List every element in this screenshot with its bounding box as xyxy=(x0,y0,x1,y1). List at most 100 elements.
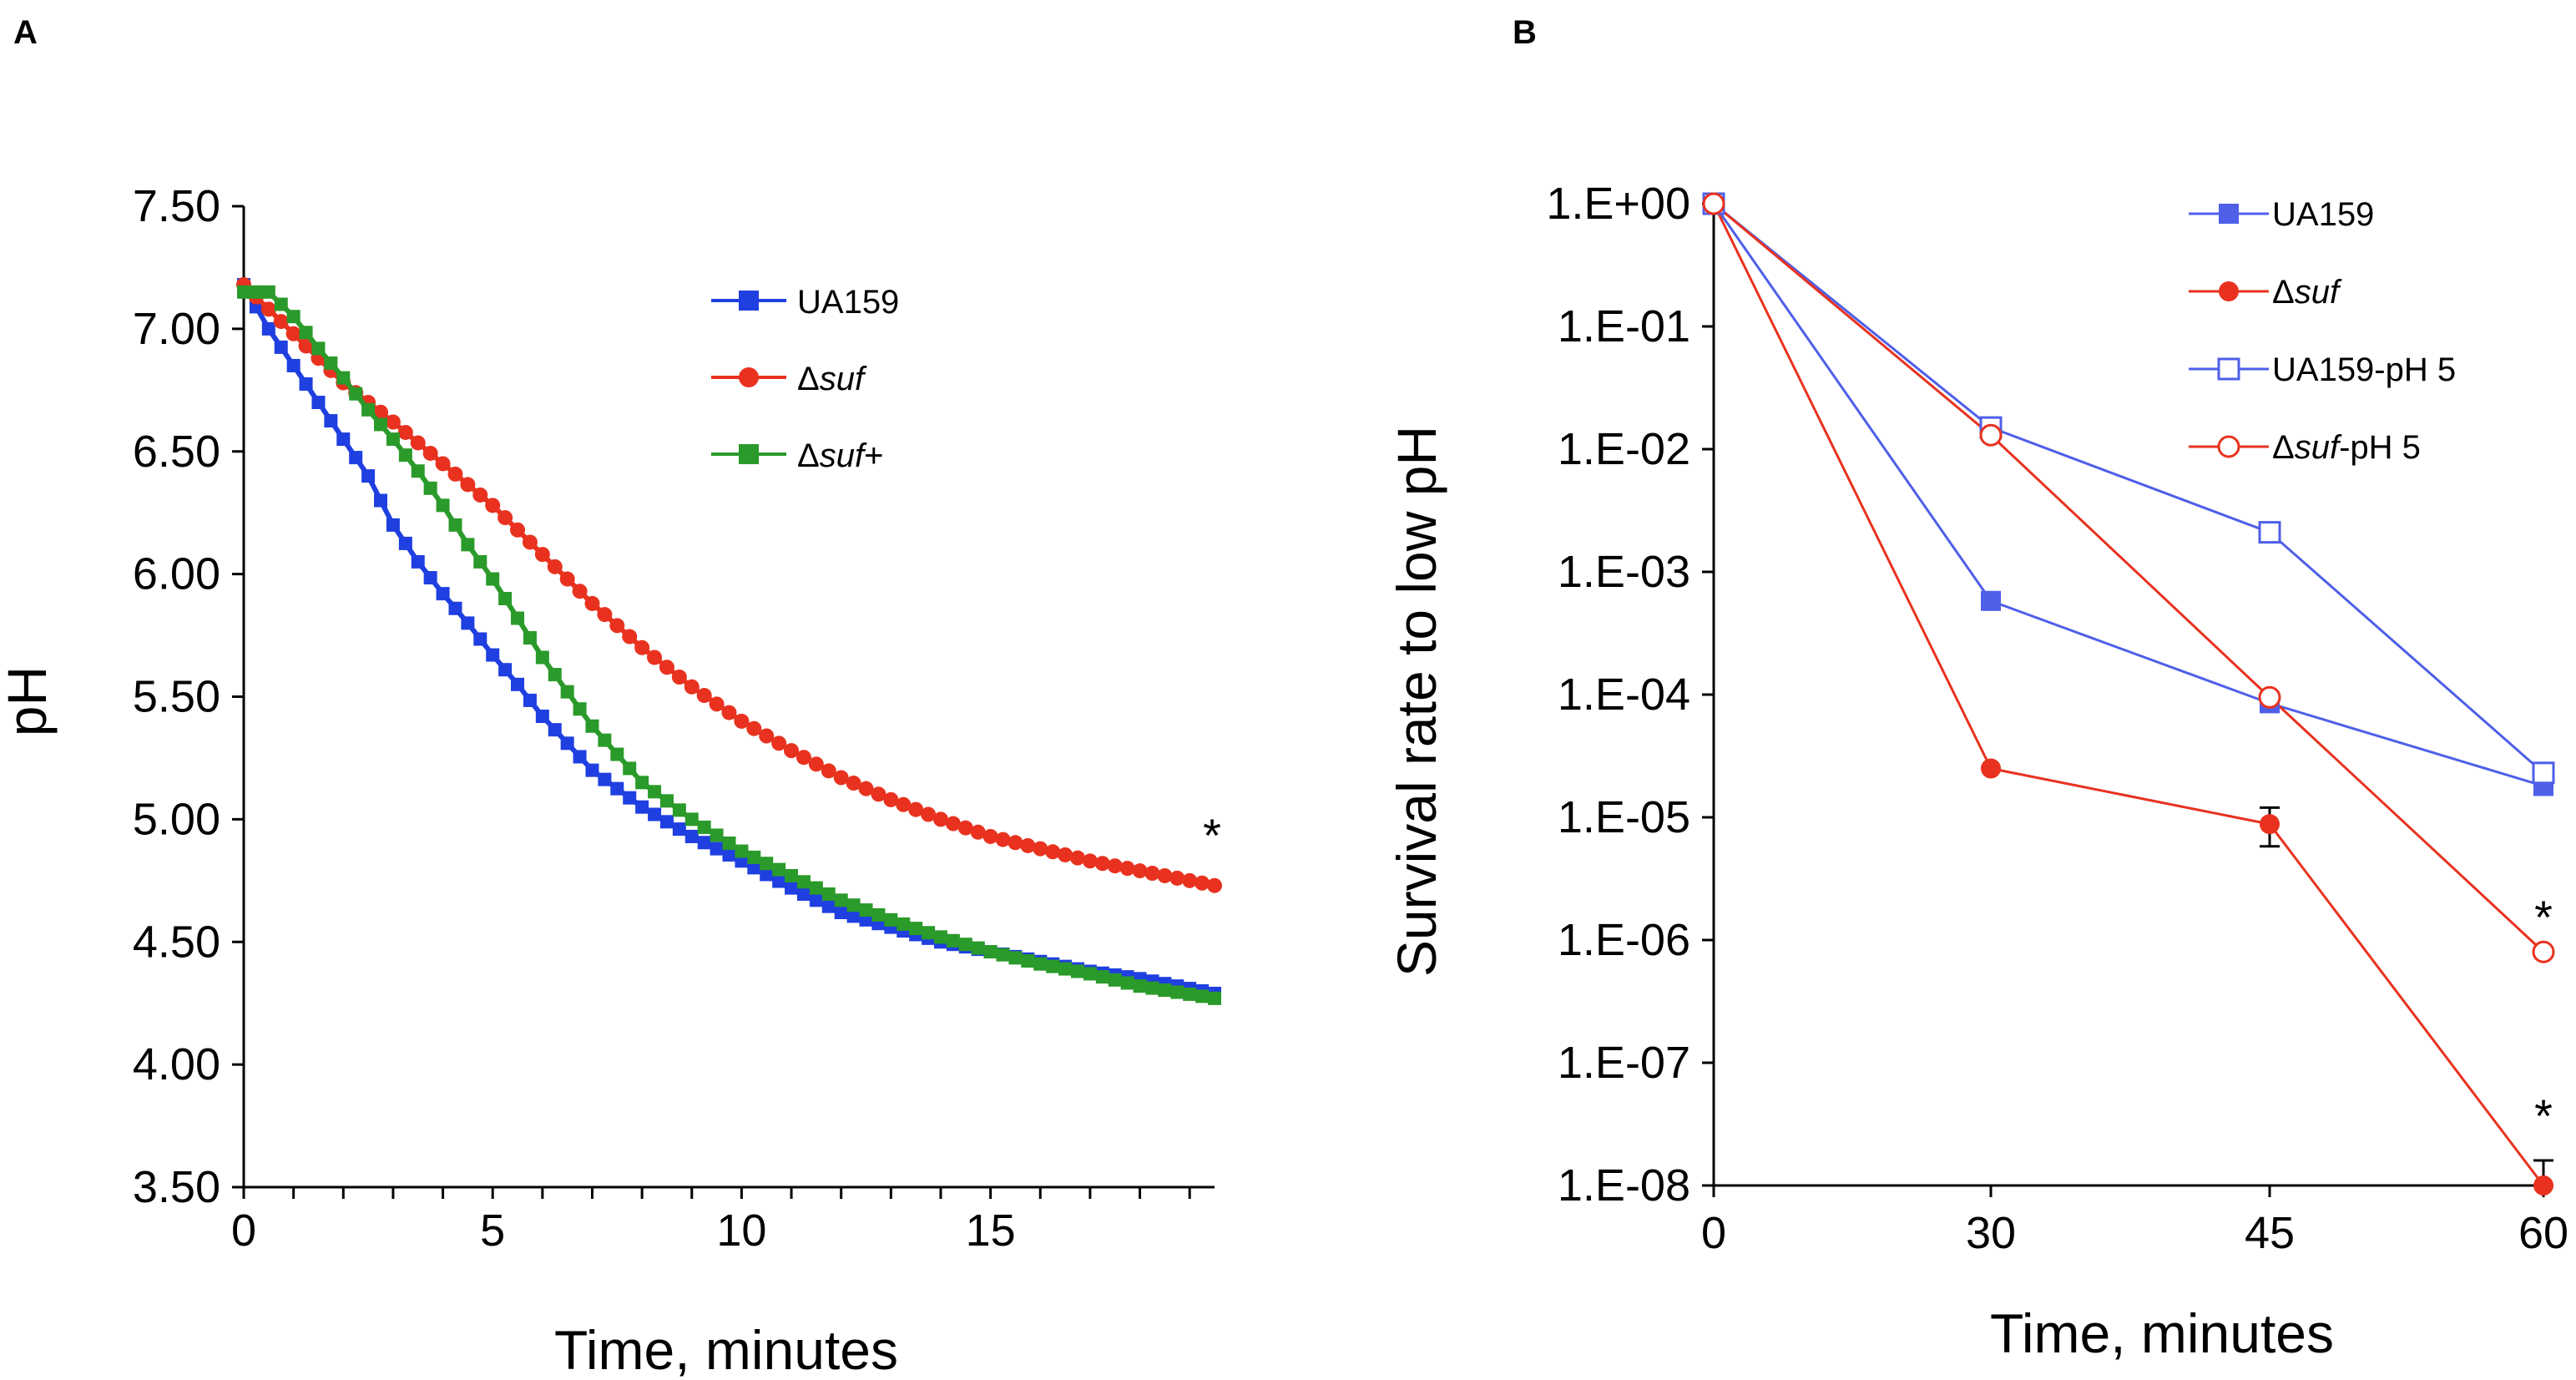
panel-b-legend-label: UA159-pH 5 xyxy=(2272,351,2456,388)
panel-a-data-point xyxy=(385,414,401,430)
panel-b-significance-star: * xyxy=(2534,1089,2553,1142)
panel-a-data-point xyxy=(398,448,412,463)
panel-a-data-point xyxy=(1095,970,1109,984)
panel-a-data-point xyxy=(1158,983,1172,998)
panel-a-data-point xyxy=(261,321,275,336)
panel-a-data-point xyxy=(597,607,613,623)
panel-a-legend-label: Δsuf+ xyxy=(797,437,883,474)
panel-a-data-point xyxy=(1008,835,1023,851)
panel-a-y-tick-label: 6.50 xyxy=(133,427,220,477)
panel-b-x-tick-label: 30 xyxy=(1966,1208,2016,1258)
panel-a-data-point xyxy=(1058,847,1073,862)
panel-a-data-point xyxy=(1033,841,1048,857)
panel-a-data-point xyxy=(598,733,612,747)
panel-a-data-point xyxy=(760,867,774,882)
panel-a-data-point xyxy=(796,887,811,901)
panel-a-data-point xyxy=(1058,962,1073,976)
panel-a-data-point xyxy=(461,616,475,630)
panel-a-data-point xyxy=(772,862,786,877)
panel-b-legend-marker xyxy=(2217,357,2240,381)
panel-letter-a: A xyxy=(13,14,38,51)
panel-a-data-point xyxy=(249,285,263,299)
legend-marker-2 xyxy=(739,367,759,387)
panel-a-data-point xyxy=(610,747,624,761)
panel-a-data-point xyxy=(473,632,487,646)
panel-b-legend-label: Δsuf-pH 5 xyxy=(2272,429,2421,466)
panel-a-data-point xyxy=(423,481,437,495)
panel-b-data-point xyxy=(1981,758,2001,779)
panel-a-legend-label: Δsuf xyxy=(797,361,867,397)
panel-a-data-point xyxy=(846,898,861,912)
panel-a-data-point xyxy=(1169,870,1185,886)
panel-a-data-point xyxy=(957,820,973,836)
panel-b-legend-marker xyxy=(2219,204,2239,224)
panel-a-y-tick-label: 4.00 xyxy=(133,1039,220,1089)
panel-a-data-point xyxy=(846,776,861,791)
panel-b-series-line xyxy=(1712,203,2544,787)
panel-a-data-point xyxy=(460,477,476,493)
panel-a-x-axis-title: Time, minutes xyxy=(554,1319,898,1380)
panel-a-y-tick-label: 4.50 xyxy=(133,917,220,967)
panel-a-data-point xyxy=(522,534,538,550)
panel-a-data-point xyxy=(511,611,525,625)
panel-a-data-point xyxy=(535,710,549,723)
panel-a-data-point xyxy=(933,930,947,944)
panel-a-data-point xyxy=(697,820,711,834)
panel-a-data-point xyxy=(498,663,513,677)
panel-a-data-point xyxy=(672,803,686,817)
panel-b-x-tick-label: 60 xyxy=(2518,1208,2568,1258)
panel-b-data-point xyxy=(2260,814,2280,835)
panel-a-data-point xyxy=(734,713,750,729)
panel-a-y-tick-label: 5.00 xyxy=(133,794,220,844)
panel-a-data-point xyxy=(1070,964,1084,978)
panel-a-data-point xyxy=(710,842,724,856)
panel-a-data-point xyxy=(411,554,425,569)
panel-b-data-point xyxy=(2258,685,2281,709)
panel-a-data-point xyxy=(398,536,412,550)
panel-b-y-tick-label: 1.E-07 xyxy=(1558,1038,1690,1088)
panel-a-data-point xyxy=(361,469,376,483)
panel-a-data-point xyxy=(821,899,836,913)
panel-a-data-point xyxy=(397,424,413,440)
panel-a-data-point xyxy=(498,592,513,605)
panel-a-significance-star: * xyxy=(1203,809,1221,862)
panel-a-data-point xyxy=(834,906,848,919)
panel-a-data-point xyxy=(784,743,800,759)
panel-a-data-point xyxy=(461,538,475,552)
panel-a-data-point xyxy=(548,723,562,737)
panel-a-data-point xyxy=(510,522,526,538)
panel-a-data-point xyxy=(659,660,674,675)
panel-b-data-point xyxy=(1702,192,1725,215)
panel-a-data-point xyxy=(721,705,737,720)
panel-b-data-point xyxy=(2532,761,2555,785)
panel-a-data-point xyxy=(373,404,389,420)
panel-a-data-point xyxy=(897,917,911,931)
panel-b-y-axis-title: Survival rate to low pH xyxy=(1386,426,1447,977)
panel-a-data-point xyxy=(922,926,936,940)
panel-a-data-point xyxy=(785,868,799,882)
panel-a-data-point xyxy=(1132,863,1148,879)
panel-a-data-point xyxy=(585,719,599,733)
panel-a-data-point xyxy=(932,811,948,827)
panel-a-chart: 3.50 4.00 4.50 5.00 5.50 6.00 6.50 7.00 7.50 0 5 10… xyxy=(133,181,1222,1256)
panel-b-chart: 1.E-08 1.E-07 1.E-06 1.E-05 1.E-04 1.E-03 1.E-… xyxy=(1546,179,2568,1258)
panel-a-data-point xyxy=(1108,973,1122,987)
panel-a-data-point xyxy=(286,358,301,372)
panel-a-data-point xyxy=(523,693,537,707)
panel-a-data-point xyxy=(299,377,313,391)
panel-a-data-point xyxy=(273,314,289,330)
panel-a-data-point xyxy=(411,464,425,478)
panel-a-data-point xyxy=(622,629,638,645)
panel-a-data-point xyxy=(1020,837,1036,853)
panel-a-data-point xyxy=(286,310,301,324)
panel-a-data-point xyxy=(260,301,276,317)
panel-a-data-point xyxy=(274,340,288,354)
panel-a-data-point xyxy=(584,595,600,611)
panel-a-data-point xyxy=(423,571,437,585)
panel-a-data-point xyxy=(324,414,338,428)
panel-a-data-point xyxy=(834,893,848,907)
panel-b-data-point xyxy=(1981,590,2001,611)
panel-a-data-point xyxy=(473,554,487,569)
panel-b-legend-label: Δsuf xyxy=(2272,274,2342,311)
